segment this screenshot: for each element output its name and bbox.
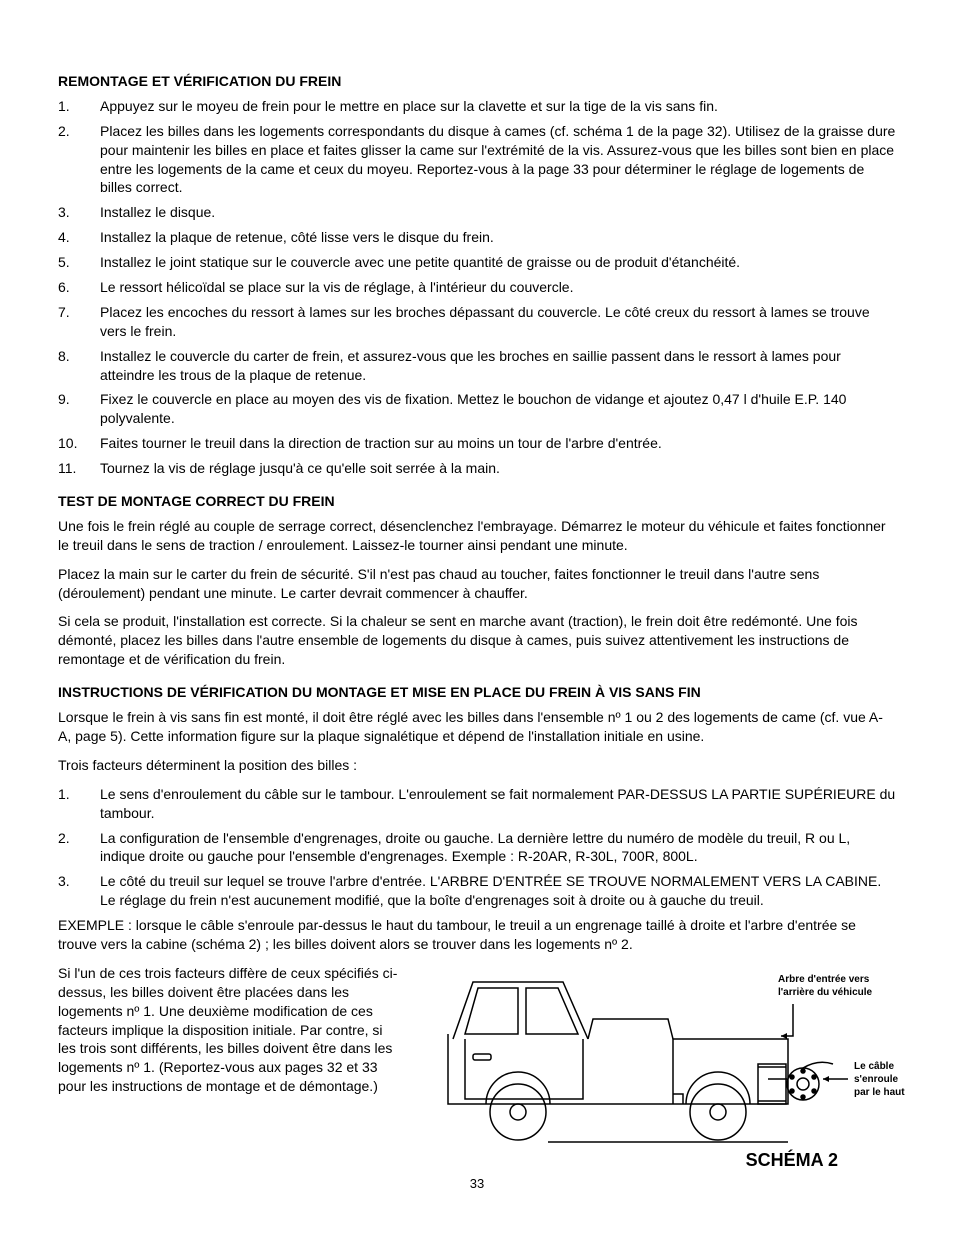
diagram-label-cable-2: s'enroule	[854, 1074, 898, 1085]
li-num: 9.	[58, 390, 100, 428]
list-item: 1.Appuyez sur le moyeu de frein pour le …	[58, 97, 896, 116]
bottom-text: Si l'un de ces trois facteurs diffère de…	[58, 964, 398, 1106]
page-number: 33	[58, 1175, 896, 1193]
li-num: 7.	[58, 303, 100, 341]
li-num: 11.	[58, 459, 100, 478]
li-num: 6.	[58, 278, 100, 297]
li-text: Le ressort hélicoïdal se place sur la vi…	[100, 278, 896, 297]
list-item: 6.Le ressort hélicoïdal se place sur la …	[58, 278, 896, 297]
diagram-label-arbre-1: Arbre d'entrée vers	[778, 974, 870, 985]
section1-heading: REMONTAGE ET VÉRIFICATION DU FREIN	[58, 72, 896, 91]
list-item: 4.Installez la plaque de retenue, côté l…	[58, 228, 896, 247]
list-item: 7.Placez les encoches du ressort à lames…	[58, 303, 896, 341]
para: Trois facteurs déterminent la position d…	[58, 756, 896, 775]
para: Si l'un de ces trois facteurs diffère de…	[58, 964, 398, 1096]
diagram-label-cable-1: Le câble	[854, 1061, 894, 1072]
li-text: Installez le couvercle du carter de frei…	[100, 347, 896, 385]
list-item: 10.Faites tourner le treuil dans la dire…	[58, 434, 896, 453]
li-text: Tournez la vis de réglage jusqu'à ce qu'…	[100, 459, 896, 478]
section1-list: 1.Appuyez sur le moyeu de frein pour le …	[58, 97, 896, 478]
list-item: 5.Installez le joint statique sur le cou…	[58, 253, 896, 272]
truck-diagram: Arbre d'entrée vers l'arrière du véhicul…	[418, 964, 908, 1164]
li-text: Installez la plaque de retenue, côté lis…	[100, 228, 896, 247]
li-num: 1.	[58, 785, 100, 823]
li-num: 4.	[58, 228, 100, 247]
diagram-label-cable-3: par le haut	[854, 1087, 905, 1098]
para: Une fois le frein réglé au couple de ser…	[58, 517, 896, 555]
li-text: Appuyez sur le moyeu de frein pour le me…	[100, 97, 896, 116]
li-text: Installez le joint statique sur le couve…	[100, 253, 896, 272]
list-item: 3.Le côté du treuil sur lequel se trouve…	[58, 872, 896, 910]
section3-heading: INSTRUCTIONS DE VÉRIFICATION DU MONTAGE …	[58, 683, 896, 702]
list-item: 11.Tournez la vis de réglage jusqu'à ce …	[58, 459, 896, 478]
para: Placez la main sur le carter du frein de…	[58, 565, 896, 603]
li-text: Installez le disque.	[100, 203, 896, 222]
para: Si cela se produit, l'installation est c…	[58, 612, 896, 669]
list-item: 1.Le sens d'enroulement du câble sur le …	[58, 785, 896, 823]
bottom-row: Si l'un de ces trois facteurs diffère de…	[58, 964, 896, 1169]
li-num: 2.	[58, 829, 100, 867]
li-text: La configuration de l'ensemble d'engrena…	[100, 829, 896, 867]
li-num: 3.	[58, 203, 100, 222]
list-item: 8.Installez le couvercle du carter de fr…	[58, 347, 896, 385]
li-text: Placez les encoches du ressort à lames s…	[100, 303, 896, 341]
diagram-label-arbre-2: l'arrière du véhicule	[778, 987, 873, 998]
para: Lorsque le frein à vis sans fin est mont…	[58, 708, 896, 746]
li-text: Faites tourner le treuil dans la directi…	[100, 434, 896, 453]
section2-heading: TEST DE MONTAGE CORRECT DU FREIN	[58, 492, 896, 511]
para: EXEMPLE : lorsque le câble s'enroule par…	[58, 916, 896, 954]
li-text: Le sens d'enroulement du câble sur le ta…	[100, 785, 896, 823]
li-num: 8.	[58, 347, 100, 385]
li-text: Placez les billes dans les logements cor…	[100, 122, 896, 198]
li-num: 1.	[58, 97, 100, 116]
li-text: Fixez le couvercle en place au moyen des…	[100, 390, 896, 428]
li-num: 2.	[58, 122, 100, 198]
list-item: 2.Placez les billes dans les logements c…	[58, 122, 896, 198]
list-item: 2.La configuration de l'ensemble d'engre…	[58, 829, 896, 867]
diagram-wrap: Arbre d'entrée vers l'arrière du véhicul…	[418, 964, 908, 1169]
li-num: 10.	[58, 434, 100, 453]
list-item: 3.Installez le disque.	[58, 203, 896, 222]
li-num: 3.	[58, 872, 100, 910]
li-text: Le côté du treuil sur lequel se trouve l…	[100, 872, 896, 910]
list-item: 9.Fixez le couvercle en place au moyen d…	[58, 390, 896, 428]
diagram-title: SCHÉMA 2	[746, 1148, 838, 1172]
section3-list: 1.Le sens d'enroulement du câble sur le …	[58, 785, 896, 910]
li-num: 5.	[58, 253, 100, 272]
